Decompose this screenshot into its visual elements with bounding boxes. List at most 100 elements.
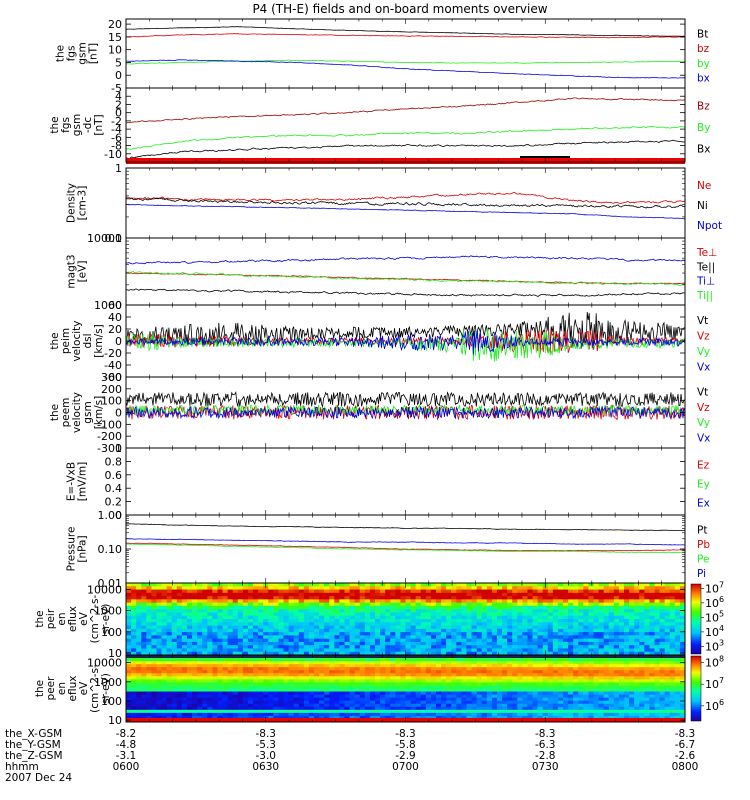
spectrogram-cell xyxy=(547,635,554,640)
spectrogram-cell xyxy=(532,589,539,594)
spectrogram-cell xyxy=(461,583,467,587)
spectrogram-cell xyxy=(517,715,523,720)
spectrogram-cell xyxy=(410,632,417,636)
spectrogram-cell xyxy=(400,615,406,620)
legend-entry-Ti⊥: Ti⊥ xyxy=(696,276,715,288)
spectrogram-cell xyxy=(420,628,427,633)
spectrogram-cell xyxy=(303,694,310,699)
spectrogram-cell xyxy=(242,679,249,683)
spectrogram-cell xyxy=(507,605,513,610)
spectrogram-cell xyxy=(522,648,528,653)
spectrogram-cell xyxy=(400,715,406,720)
spectrogram-cell xyxy=(380,602,386,607)
spectrogram-cell xyxy=(629,641,635,646)
spectrogram-cell xyxy=(324,667,330,671)
spectrogram-cell xyxy=(232,609,239,613)
spectrogram-cell xyxy=(222,619,229,623)
spectrogram-cell xyxy=(380,589,386,594)
spectrogram-cell xyxy=(415,586,422,591)
spectrogram-cell xyxy=(532,638,539,643)
spectrogram-cell xyxy=(314,703,320,708)
spectrogram-cell xyxy=(268,712,274,717)
y-tick-label: -5 xyxy=(111,82,122,95)
spectrogram-cell xyxy=(268,605,274,610)
spectrogram-cell xyxy=(573,632,579,636)
spectrogram-cell xyxy=(156,709,163,714)
spectrogram-cell xyxy=(593,583,600,587)
spectrogram-cell xyxy=(491,658,498,662)
spectrogram-cell xyxy=(319,712,325,717)
spectrogram-cell xyxy=(507,628,513,633)
spectrogram-cell xyxy=(451,648,457,653)
spectrogram-cell xyxy=(430,703,437,708)
spectrogram-cell xyxy=(527,715,534,720)
spectrogram-cell xyxy=(253,658,259,662)
spectrogram-cell xyxy=(629,645,635,649)
spectrogram-cell xyxy=(298,628,305,633)
spectrogram-cell xyxy=(466,661,473,665)
spectrogram-cell xyxy=(674,605,681,610)
spectrogram-cell xyxy=(466,670,473,674)
spectrogram-cell xyxy=(547,592,554,597)
y-axis-label-line: dsl xyxy=(82,333,94,348)
spectrogram-cell xyxy=(237,697,244,702)
spectrogram-cell xyxy=(136,697,142,702)
spectrogram-cell xyxy=(420,648,427,653)
spectrogram-cell xyxy=(268,651,274,656)
spectrogram-cell xyxy=(425,596,432,600)
spectrogram-cell xyxy=(354,694,361,699)
spectrogram-cell xyxy=(441,599,447,604)
spectrogram-cell xyxy=(496,700,503,705)
spectrogram-cell xyxy=(222,612,229,617)
spectrogram-cell xyxy=(314,619,320,623)
spectrogram-cell xyxy=(207,703,213,708)
spectrogram-cell xyxy=(435,706,442,711)
spectrogram-cell xyxy=(349,667,356,671)
spectrogram-cell xyxy=(674,628,681,633)
spectrogram-cell xyxy=(186,622,193,627)
spectrogram-cell xyxy=(359,691,366,696)
spectrogram-cell xyxy=(512,694,518,699)
spectrogram-cell xyxy=(400,638,406,643)
spectrogram-cell xyxy=(334,609,340,613)
spectrogram-cell xyxy=(639,619,645,623)
spectrogram-cell xyxy=(288,676,295,680)
spectrogram-cell xyxy=(375,712,381,717)
spectrogram-cell xyxy=(507,589,513,594)
spectrogram-cell xyxy=(451,632,457,636)
spectrogram-cell xyxy=(339,658,346,662)
spectrogram-cell xyxy=(126,673,132,677)
spectrogram-cell xyxy=(131,622,137,627)
spectrogram-cell xyxy=(425,619,432,623)
spectrogram-cell xyxy=(202,694,208,699)
spectrogram-cell xyxy=(496,602,503,607)
spectrogram-cell xyxy=(166,685,173,689)
spectrogram-cell xyxy=(339,635,346,640)
spectrogram-cell xyxy=(161,589,168,594)
spectrogram-cell xyxy=(390,596,396,600)
spectrogram-cell xyxy=(430,658,437,662)
colorbar-tick-label: 106 xyxy=(705,595,724,610)
spectrogram-cell xyxy=(451,622,457,627)
spectrogram-cell xyxy=(517,622,523,627)
spectrogram-cell xyxy=(415,664,422,668)
spectrogram-cell xyxy=(359,635,366,640)
spectrogram-cell xyxy=(395,645,401,649)
spectrogram-cell xyxy=(669,635,676,640)
spectrogram-cell xyxy=(202,688,208,693)
spectrogram-cell xyxy=(247,673,254,677)
spectrogram-cell xyxy=(451,625,457,630)
spectrogram-cell xyxy=(542,602,549,607)
spectrogram-cell xyxy=(522,586,528,591)
spectrogram-cell xyxy=(527,697,534,702)
spectrogram-cell xyxy=(430,596,437,600)
spectrogram-cell xyxy=(354,715,361,720)
spectrogram-cell xyxy=(451,605,457,610)
spectrogram-cell xyxy=(532,703,539,708)
spectrogram-cell xyxy=(639,599,645,604)
spectrogram-cell xyxy=(502,596,508,600)
spectrogram-cell xyxy=(298,712,305,717)
spectrogram-cell xyxy=(212,638,218,643)
spectrogram-cell xyxy=(644,635,650,640)
spectrogram-cell xyxy=(476,635,483,640)
